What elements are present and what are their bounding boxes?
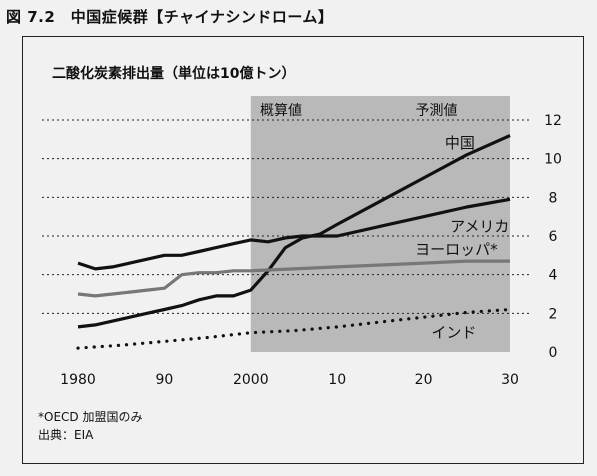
chart-frame — [22, 36, 584, 464]
y-tick-label: 10 — [544, 152, 562, 168]
figure-title: 図 7.2 中国症候群【チャイナシンドローム】 — [6, 8, 334, 26]
y-tick-label: 6 — [549, 229, 558, 245]
y-tick-label: 8 — [549, 190, 558, 206]
source-note: 出典：EIA — [38, 428, 94, 442]
chart-title: 二酸化炭素排出量（単位は10億トン） — [52, 65, 295, 82]
x-tick-label: 10 — [328, 372, 346, 388]
x-tick-label: 2000 — [233, 372, 269, 388]
series-line — [77, 259, 510, 298]
series-label: ヨーロッパ* — [415, 241, 498, 259]
y-tick-label: 2 — [549, 306, 558, 322]
series-label: インド — [431, 324, 476, 342]
series-line — [77, 197, 511, 271]
region-label: 概算値 — [260, 103, 302, 119]
x-tick-label: 20 — [415, 372, 433, 388]
series-line — [77, 134, 511, 329]
x-tick-label: 1980 — [60, 372, 96, 388]
x-tick-label: 90 — [155, 372, 173, 388]
x-tick-label: 30 — [501, 372, 519, 388]
series-label: アメリカ — [450, 217, 509, 235]
y-tick-label: 12 — [544, 113, 562, 129]
footnote: *OECD 加盟国のみ — [38, 410, 143, 424]
y-tick-label: 0 — [549, 345, 558, 361]
shaded-region — [250, 96, 511, 352]
series-label: 中国 — [445, 134, 475, 152]
y-tick-label: 4 — [549, 268, 558, 284]
region-label: 予測値 — [416, 103, 458, 119]
series-line — [76, 307, 512, 350]
